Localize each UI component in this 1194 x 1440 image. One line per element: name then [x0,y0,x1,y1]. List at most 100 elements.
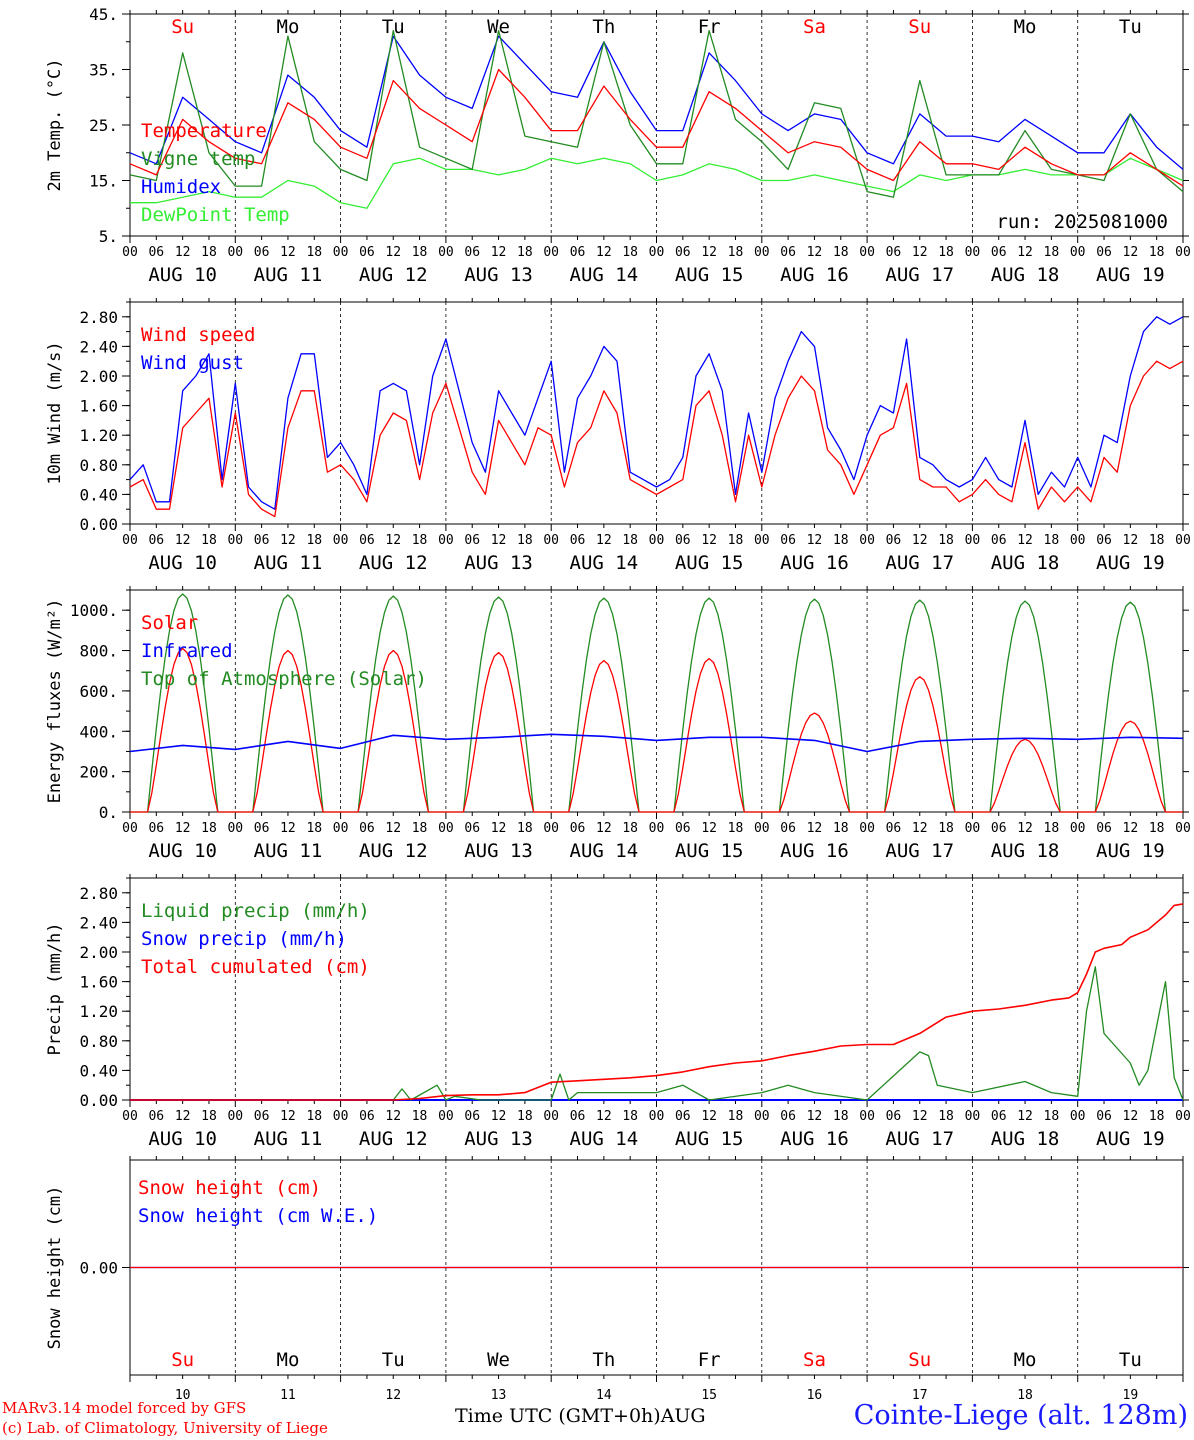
hour-tick-label: 12 [807,1109,823,1124]
hour-tick-label: 06 [1096,821,1112,836]
date-label: AUG 18 [991,552,1060,574]
hour-tick-label: 12 [491,821,507,836]
model-credit: MARv3.14 model forced by GFS [2,1399,247,1417]
hour-tick-label: 00 [649,821,665,836]
hour-tick-label: 12 [385,1109,401,1124]
hour-tick-label: 18 [833,533,849,548]
hour-tick-label: 00 [1175,245,1191,260]
hour-tick-label: 00 [333,245,349,260]
y-tick-label: 200. [79,763,118,782]
day-name-label: Mo [277,16,300,38]
legend-entry: Snow height (cm) [138,1177,321,1199]
series-line-solar [130,647,1183,813]
hour-tick-label: 00 [754,821,770,836]
hour-tick-label: 12 [912,821,928,836]
date-label: AUG 15 [675,840,744,862]
hour-tick-label: 06 [1096,245,1112,260]
hour-tick-label: 00 [333,821,349,836]
hour-tick-label: 06 [780,821,796,836]
day-name-label: Su [171,16,194,38]
y-tick-label: 2.00 [79,367,118,386]
date-label: AUG 17 [885,1128,954,1150]
y-tick-label: 1.60 [79,397,118,416]
day-name-label: Su [908,1349,931,1371]
hour-tick-label: 18 [728,821,744,836]
day-number-label: 10 [175,1388,191,1403]
hour-tick-label: 18 [1044,533,1060,548]
date-label: AUG 13 [464,552,533,574]
hour-tick-label: 00 [438,533,454,548]
hour-tick-label: 06 [359,533,375,548]
hour-tick-label: 12 [1017,1109,1033,1124]
series-line-total-cumulated [130,903,1184,1101]
hour-tick-label: 18 [938,533,954,548]
legend-entry: DewPoint Temp [141,204,290,226]
legend-entry: Wind gust [141,352,244,374]
hour-tick-label: 18 [306,245,322,260]
hour-tick-label: 12 [1017,533,1033,548]
hour-tick-label: 00 [649,533,665,548]
y-tick-label: 0.80 [79,1032,118,1051]
series-line-wind-gust [129,316,1184,510]
hour-tick-label: 06 [675,533,691,548]
hour-tick-label: 06 [570,533,586,548]
date-label: AUG 18 [991,840,1060,862]
hour-tick-label: 00 [859,821,875,836]
hour-tick-label: 00 [1175,821,1191,836]
y-tick-label: 2.40 [79,337,118,356]
hour-tick-label: 12 [175,245,191,260]
date-label: AUG 10 [148,1128,217,1150]
hour-tick-label: 12 [385,821,401,836]
hour-tick-label: 12 [807,533,823,548]
date-label: AUG 13 [464,1128,533,1150]
hour-tick-label: 12 [385,245,401,260]
date-label: AUG 17 [885,840,954,862]
hour-tick-label: 00 [965,533,981,548]
legend-entry: Temperature [141,120,267,142]
day-name-label: Su [171,1349,194,1371]
hour-tick-label: 12 [701,245,717,260]
day-name-label: Fr [698,16,721,38]
y-tick-label: 0.00 [79,515,118,534]
hour-tick-label: 12 [596,245,612,260]
hour-tick-label: 18 [517,821,533,836]
hour-tick-label: 18 [517,1109,533,1124]
hour-tick-label: 06 [254,1109,270,1124]
hour-tick-label: 12 [175,1109,191,1124]
y-axis-title: Precip (mm/h) [45,922,65,1055]
hour-tick-label: 00 [965,245,981,260]
day-name-label: Su [908,16,931,38]
hour-tick-label: 12 [807,245,823,260]
hour-tick-label: 06 [254,533,270,548]
day-number-label: 17 [912,1388,928,1403]
hour-tick-label: 00 [1070,821,1086,836]
day-name-label: Tu [382,16,405,38]
x-axis-title: Time UTC (GMT+0h)AUG [455,1405,706,1427]
hour-tick-label: 12 [1123,1109,1139,1124]
y-tick-label: 25. [89,116,118,135]
series-line-wind-speed [129,360,1184,518]
hour-tick-label: 00 [227,245,243,260]
hour-tick-label: 06 [254,245,270,260]
y-tick-label: 5. [99,227,118,246]
series-line-liquid-precip [130,966,1184,1101]
date-label: AUG 14 [570,840,639,862]
y-axis-title: 2m Temp. (°C) [45,58,65,191]
date-label: AUG 19 [1096,264,1165,286]
hour-tick-label: 18 [938,821,954,836]
y-tick-label: 2.80 [79,308,118,327]
y-tick-label: 1.60 [79,973,118,992]
day-number-label: 16 [807,1388,823,1403]
hour-tick-label: 12 [912,533,928,548]
day-number-label: 19 [1123,1388,1139,1403]
date-label: AUG 17 [885,264,954,286]
legend-entry: Total cumulated (cm) [141,956,370,978]
hour-tick-label: 18 [1044,245,1060,260]
hour-tick-label: 06 [148,533,164,548]
hour-tick-label: 00 [1175,1109,1191,1124]
date-label: AUG 12 [359,840,428,862]
hour-tick-label: 12 [280,1109,296,1124]
y-tick-label: 35. [89,61,118,80]
y-tick-label: 800. [79,642,118,661]
